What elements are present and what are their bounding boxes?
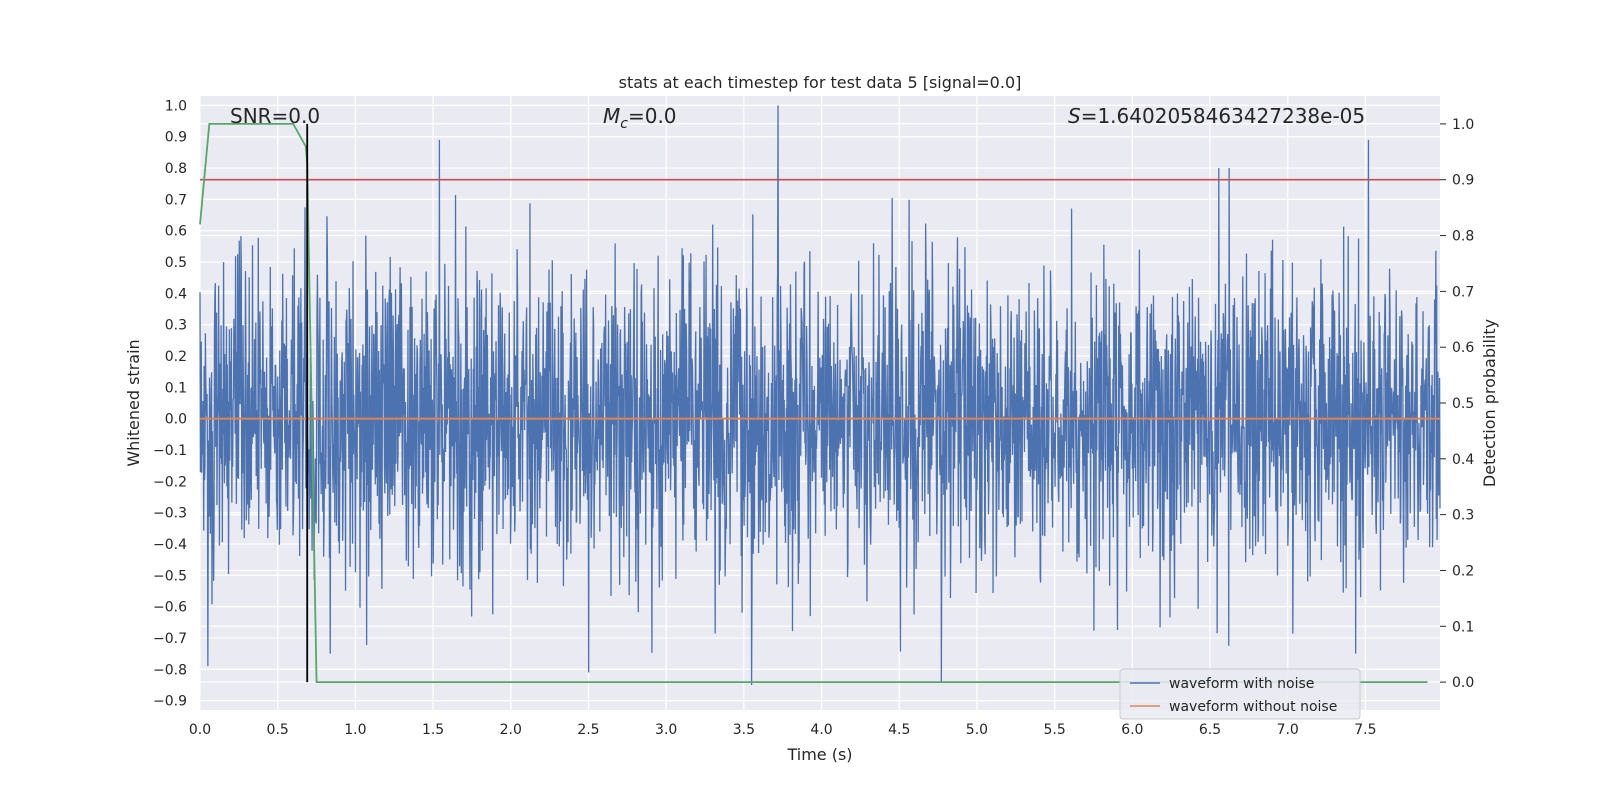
y-tick-label-left: 0.6 [165,224,187,240]
x-tick-label: 4.5 [888,722,910,738]
y-tick-label-left: −0.7 [153,631,187,647]
annotation-s-symbol: S [1068,104,1081,128]
y-tick-label-left: 0.9 [165,130,187,146]
x-tick-label: 7.5 [1354,722,1376,738]
y-tick-label-right: 0.1 [1452,619,1474,635]
x-tick-label: 3.0 [655,722,677,738]
chart-title: stats at each timestep for test data 5 [… [619,73,1022,92]
y-tick-label-right: 1.0 [1452,117,1474,133]
x-tick-label: 2.5 [577,722,599,738]
x-tick-label: 5.5 [1044,722,1066,738]
detection-probability-line [199,123,1428,683]
y-tick-label-right: 0.2 [1452,563,1474,579]
y-tick-label-right: 0.5 [1452,396,1474,412]
annotation-snr: SNR=0.0 [230,104,320,128]
annotation-mc: Mc=0.0 [603,104,677,132]
y-tick-label-left: −0.3 [153,506,187,522]
legend: waveform with noise waveform without noi… [1119,668,1361,720]
ticks: 0.0 0.5 1.0 1.5 2.0 2.5 3.0 3.5 4.0 4.5 5.0 5.5 6.0 6… [153,98,1474,738]
series-detection [199,123,1440,683]
y-tick-label-left: 0.3 [165,318,187,334]
annotation-mc-symbol: M [603,104,620,128]
y-tick-label-right: 0.8 [1452,229,1474,245]
y-tick-label-left: −0.6 [153,600,187,616]
annotation-mc-sub: c [620,116,628,132]
annotation-s: S=1.6402058463427238e-05 [1068,104,1365,128]
y-tick-label-left: −0.8 [153,662,187,678]
y-tick-label-left: −0.5 [153,568,187,584]
x-tick-label: 0.0 [189,722,211,738]
y-tick-label-left: 0.1 [165,380,187,396]
series-waveform-with-noise [199,105,1441,685]
y-tick-label-right: 0.0 [1452,675,1474,691]
annotation-s-value: =1.6402058463427238e-05 [1081,104,1365,128]
annotation-mc-value: =0.0 [628,104,677,128]
y-tick-label-right: 0.6 [1452,340,1474,356]
legend-label-clean: waveform without noise [1169,699,1337,715]
x-tick-label: 5.0 [966,722,988,738]
waveform-with-noise-line [199,105,1441,685]
y-tick-label-left: −0.2 [153,474,187,490]
y-tick-label-right: 0.4 [1452,452,1474,468]
y-tick-label-right: 0.9 [1452,173,1474,189]
y-axis-title-right: Detection probability [1480,319,1499,487]
x-tick-label: 4.0 [810,722,832,738]
y-tick-label-left: −0.9 [153,694,187,710]
y-tick-label-right: 0.3 [1452,508,1474,524]
x-tick-label: 2.0 [500,722,522,738]
y-tick-label-left: 0.2 [165,349,187,365]
y-tick-label-left: 0.4 [165,286,187,302]
x-axis-title: Time (s) [786,745,852,764]
x-tick-label: 7.0 [1277,722,1299,738]
y-tick-label-left: 1.0 [165,98,187,114]
y-tick-label-left: 0.7 [165,192,187,208]
x-tick-label: 1.5 [422,722,444,738]
x-tick-label: 6.0 [1121,722,1143,738]
y-tick-label-left: 0.8 [165,161,187,177]
y-axis-title-left: Whitened strain [124,339,143,466]
legend-label-noise: waveform with noise [1169,676,1314,692]
y-tick-label-left: −0.1 [153,443,187,459]
legend-box [1119,668,1361,720]
y-tick-label-right: 0.7 [1452,284,1474,300]
y-tick-label-left: 0.0 [165,412,187,428]
y-tick-label-left: 0.5 [165,255,187,271]
x-tick-label: 1.0 [344,722,366,738]
x-tick-label: 3.5 [733,722,755,738]
x-tick-label: 0.5 [267,722,289,738]
x-tick-label: 6.5 [1199,722,1221,738]
y-tick-label-left: −0.4 [153,537,187,553]
